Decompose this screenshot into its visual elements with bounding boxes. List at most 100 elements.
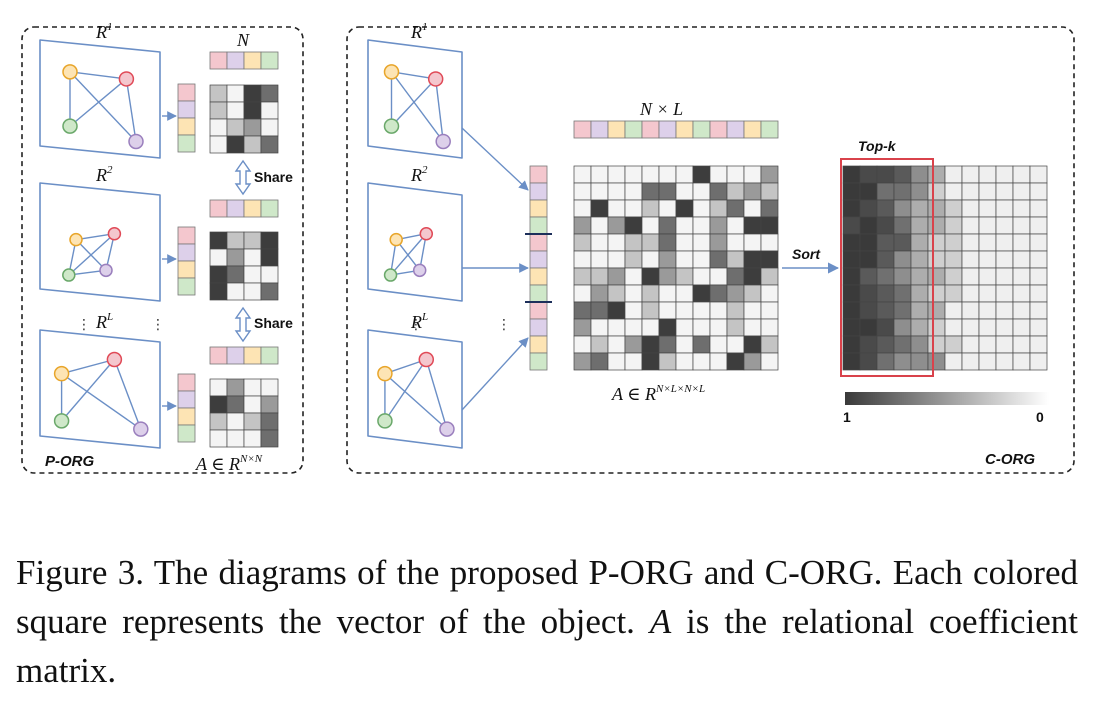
corg-sorted-cell: [944, 267, 963, 286]
corg-sorted-cell: [944, 335, 963, 354]
porg-object-square: [177, 100, 196, 119]
corg-graph-1-node: [383, 118, 400, 134]
corg-matrix-cell: [726, 267, 745, 286]
corg-matrix-cell: [760, 301, 779, 320]
share-arrow-2: [234, 306, 252, 343]
corg-matrix-cell: [675, 250, 694, 269]
corg-matrix-cell: [675, 301, 694, 320]
corg-matrix-cell: [641, 335, 660, 354]
corg-matrix-cell: [692, 199, 711, 218]
corg-graph-2-edge: [390, 233, 427, 276]
corg-matrix-cell: [675, 216, 694, 235]
corg-matrix-cell: [641, 165, 660, 184]
porg-matrix-cell: [260, 84, 279, 103]
corg-sorted-cell: [995, 318, 1014, 337]
corg-sorted-cell: [961, 267, 980, 286]
corg-sorted-cell: [1029, 233, 1048, 252]
corg-matrix-cell: [692, 267, 711, 286]
corg-matrix-cell: [590, 335, 609, 354]
corg-sorted-cell: [876, 233, 895, 252]
corg-sorted-cell: [978, 250, 997, 269]
corg-sorted-cell: [842, 216, 861, 235]
corg-graph-2-node: [383, 268, 398, 282]
porg-ellipsis-mid: ⋮: [151, 317, 165, 333]
corg-sorted-cell: [995, 250, 1014, 269]
corg-sorted-cell: [910, 216, 929, 235]
porg-matrix-cell: [209, 412, 228, 431]
corg-matrix-cell: [658, 250, 677, 269]
corg-sorted-cell: [859, 233, 878, 252]
corg-matrix-cell: [658, 182, 677, 201]
corg-matrix-cell: [692, 301, 711, 320]
corg-matrix-cell: [658, 199, 677, 218]
corg-matrix-cell: [658, 301, 677, 320]
corg-matrix-label: A ∈ RN×L×N×L: [611, 383, 705, 404]
corg-sorted-cell: [893, 233, 912, 252]
corg-object-square-top: [692, 120, 711, 139]
corg-matrix-cell: [692, 182, 711, 201]
corg-sorted-cell: [842, 284, 861, 303]
corg-matrix-cell: [709, 267, 728, 286]
porg-matrix-cell: [226, 412, 245, 431]
corg-matrix-cell: [658, 335, 677, 354]
porg-border: [21, 26, 304, 474]
corg-graph-1-label: R1: [410, 21, 428, 42]
corg-sorted-cell: [1029, 216, 1048, 235]
porg-n-label: N: [236, 30, 250, 50]
corg-matrix-cell: [692, 318, 711, 337]
corg-graph-2-label: R2: [410, 164, 428, 185]
porg-matrix-cell: [260, 282, 279, 301]
corg-matrix-cell: [573, 250, 592, 269]
corg-matrix-label-sup: N×L×N×L: [655, 383, 705, 395]
corg-sorted-cell: [842, 352, 861, 371]
corg-graph-2-card: [367, 182, 463, 302]
corg-sorted-cell: [910, 233, 929, 252]
corg-matrix-cell: [709, 301, 728, 320]
porg-matrix-cell: [243, 84, 262, 103]
porg-object-square: [177, 373, 196, 392]
corg-matrix-cell: [641, 352, 660, 371]
porg-matrix-cell: [209, 265, 228, 284]
corg-graph-1-node: [435, 133, 451, 150]
corg-matrix-cell: [590, 233, 609, 252]
corg-sorted-cell: [910, 199, 929, 218]
corg-sorted-cell: [944, 216, 963, 235]
corg-object-square: [529, 335, 548, 354]
porg-graph-3-edge: [113, 359, 142, 430]
corg-graph-3-node: [439, 421, 455, 437]
corg-sorted-cell: [927, 301, 946, 320]
corg-object-square: [529, 284, 548, 303]
corg-matrix-cell: [641, 199, 660, 218]
corg-matrix-cell: [726, 335, 745, 354]
porg-matrix-cell: [243, 282, 262, 301]
porg-object-square: [177, 243, 196, 262]
corg-matrix-cell: [624, 233, 643, 252]
corg-sorted-cell: [961, 335, 980, 354]
porg-matrix-cell: [209, 378, 228, 397]
porg-graph-2-card: [39, 182, 161, 302]
corg-matrix-cell: [641, 182, 660, 201]
porg-matrix-cell: [243, 118, 262, 137]
corg-sorted-cell: [1012, 233, 1031, 252]
porg-graph-2-label-sup: 2: [107, 164, 113, 176]
porg-object-square-top: [209, 346, 228, 365]
corg-sorted-cell: [978, 165, 997, 184]
porg-graph-3-edge: [61, 358, 115, 375]
corg-matrix-cell: [675, 165, 694, 184]
porg-matrix-cell: [226, 135, 245, 154]
porg-object-square: [177, 407, 196, 426]
corg-arrows: [461, 127, 529, 411]
corg-sorted-cell: [893, 165, 912, 184]
corg-sorted-cell: [842, 335, 861, 354]
porg-matrix-cell: [226, 231, 245, 250]
porg-graph-3-node: [106, 351, 123, 368]
corg-sorted-cell: [944, 233, 963, 252]
corg-matrix-cell: [760, 182, 779, 201]
corg-sorted-cell: [927, 267, 946, 286]
porg-object-square: [177, 83, 196, 102]
porg-graph-3-node: [53, 413, 70, 429]
porg-graph-2-node: [62, 268, 76, 282]
porg-graph-2-label-base: R: [95, 165, 107, 185]
corg-sorted-cell: [995, 267, 1014, 286]
